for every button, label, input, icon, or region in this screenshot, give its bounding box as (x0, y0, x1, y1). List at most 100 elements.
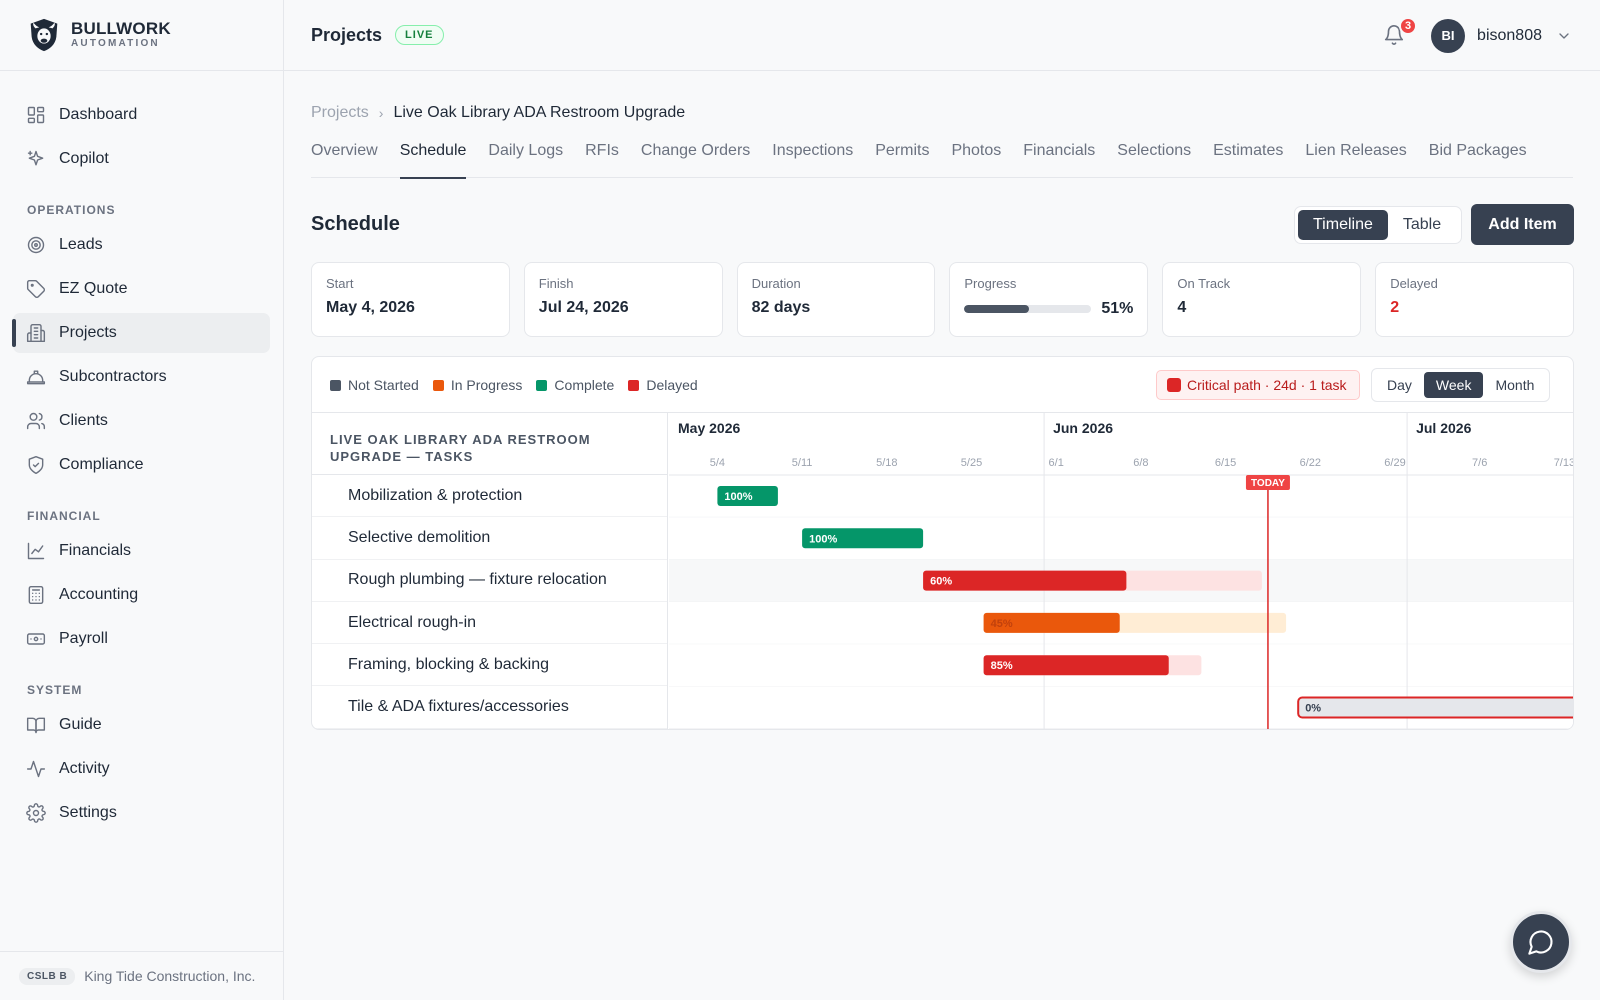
week-tick-label: 6/15 (1215, 457, 1236, 469)
sidebar-item-label: Subcontractors (59, 368, 167, 385)
task-bar-label: 85% (991, 660, 1013, 672)
chevron-down-icon[interactable] (1556, 28, 1572, 44)
chat-button[interactable] (1510, 911, 1572, 973)
sidebar-item-dashboard[interactable]: Dashboard (13, 95, 270, 135)
scale-day-button[interactable]: Day (1387, 377, 1412, 393)
nav-section-financial: FINANCIAL (27, 509, 101, 523)
grid-icon (26, 105, 46, 125)
month-label: Jun 2026 (1053, 420, 1113, 436)
task-bar-label: 45% (991, 618, 1013, 630)
sidebar-item-ez-quote[interactable]: EZ Quote (13, 269, 270, 309)
sidebar-item-label: Projects (59, 324, 117, 341)
week-tick-label: 7/6 (1472, 457, 1487, 469)
stat-label: Duration (751, 276, 801, 291)
stat-start: Start May 4, 2026 (311, 262, 510, 337)
critical-path-toggle[interactable]: Critical path · 24d · 1 task (1156, 370, 1360, 400)
nav-section-system: SYSTEM (27, 683, 83, 697)
legend-label: Complete (554, 377, 615, 393)
sidebar-item-label: Payroll (59, 630, 108, 647)
chat-bubble-icon (1528, 930, 1553, 955)
week-tick-label: 5/25 (961, 457, 982, 469)
sidebar-item-leads[interactable]: Leads (13, 225, 270, 265)
sidebar-item-accounting[interactable]: Accounting (13, 575, 270, 615)
gear-icon (26, 803, 46, 823)
task-bar-label: 60% (930, 576, 952, 588)
breadcrumb: Projects › Live Oak Library ADA Restroom… (311, 104, 685, 122)
brand[interactable]: BULLWORK AUTOMATION (0, 0, 283, 71)
tab-lien-releases[interactable]: Lien Releases (1305, 142, 1407, 159)
topbar: Projects LIVE 3 BI bison808 (284, 0, 1600, 71)
task-column-header: LIVE OAK LIBRARY ADA RESTROOM UPGRADE — … (312, 413, 667, 475)
sidebar-item-subcontractors[interactable]: Subcontractors (13, 357, 270, 397)
book-icon (26, 715, 46, 735)
sidebar-item-label: Guide (59, 716, 102, 733)
tab-permits[interactable]: Permits (875, 142, 930, 159)
shield-icon (26, 455, 46, 475)
task-column: LIVE OAK LIBRARY ADA RESTROOM UPGRADE — … (312, 413, 668, 729)
sidebar-item-compliance[interactable]: Compliance (13, 445, 270, 485)
sidebar-item-guide[interactable]: Guide (13, 705, 270, 745)
week-tick-label: 6/1 (1049, 457, 1064, 469)
sidebar-item-settings[interactable]: Settings (13, 793, 270, 833)
scale-week-button[interactable]: Week (1423, 372, 1484, 398)
legend-item-delayed: Delayed (628, 377, 698, 393)
company-name: King Tide Construction, Inc. (84, 968, 256, 984)
gantt-timeline: May 2026 Jun 2026 Jul 2026 5/4 5/11 5/18 5/25 6… (669, 413, 1574, 729)
stat-delayed: Delayed 2 (1375, 262, 1574, 337)
tab-schedule[interactable]: Schedule (399, 141, 466, 179)
tab-rfis[interactable]: RFIs (585, 142, 619, 159)
tab-overview[interactable]: Overview (311, 142, 378, 159)
stat-label: On Track (1177, 276, 1231, 291)
tab-financials[interactable]: Financials (1023, 142, 1096, 159)
tab-daily-logs[interactable]: Daily Logs (488, 142, 564, 159)
task-row[interactable]: Mobilization & protection (312, 475, 667, 518)
sidebar-item-copilot[interactable]: Copilot (13, 139, 270, 179)
tab-selections[interactable]: Selections (1117, 142, 1192, 159)
target-icon (26, 235, 46, 255)
task-bar-progress (802, 528, 924, 549)
add-item-button[interactable]: Add Item (1471, 204, 1574, 245)
username[interactable]: bison808 (1477, 26, 1542, 44)
critical-path-swatch (1167, 378, 1181, 392)
legend-item-complete: Complete (536, 377, 614, 393)
sidebar-item-payroll[interactable]: Payroll (13, 619, 270, 659)
task-row[interactable]: Selective demolition (312, 517, 667, 560)
task-row[interactable]: Framing, blocking & backing (312, 644, 667, 687)
view-table-button[interactable]: Table (1402, 216, 1442, 233)
tab-change-orders[interactable]: Change Orders (640, 142, 751, 159)
stat-label: Start (326, 276, 354, 291)
stat-duration: Duration 82 days (736, 262, 936, 337)
breadcrumb-projects-link[interactable]: Projects (311, 104, 369, 121)
page-title: Projects (311, 24, 383, 45)
task-row[interactable]: Electrical rough-in (312, 602, 667, 645)
scale-month-button[interactable]: Month (1495, 377, 1535, 393)
tab-photos[interactable]: Photos (951, 142, 1002, 159)
project-tabs: Overview Schedule Daily Logs RFIs Change Ord… (311, 141, 1573, 179)
stat-label: Finish (538, 276, 574, 291)
schedule-title: Schedule (311, 213, 400, 235)
banknote-icon (26, 629, 46, 649)
tab-bid-packages[interactable]: Bid Packages (1428, 142, 1527, 159)
week-tick-label: 6/29 (1384, 457, 1405, 469)
sidebar-item-financials[interactable]: Financials (13, 531, 270, 571)
notifications-button[interactable]: 3 (1383, 16, 1418, 48)
sidebar-item-activity[interactable]: Activity (13, 749, 270, 789)
task-row[interactable]: Tile & ADA fixtures/accessories (312, 686, 667, 729)
sidebar-item-label: Copilot (59, 150, 109, 167)
view-timeline-button[interactable]: Timeline (1298, 210, 1388, 240)
sidebar: BULLWORK AUTOMATION Dashboard Copilot OPER… (0, 0, 284, 1000)
avatar[interactable]: BI (1431, 18, 1466, 53)
sidebar-footer: CSLB B King Tide Construction, Inc. (0, 951, 284, 1000)
sidebar-item-projects[interactable]: Projects (12, 313, 270, 353)
task-row[interactable]: Rough plumbing — fixture relocation (312, 560, 667, 602)
sidebar-item-label: Compliance (59, 456, 144, 473)
building-icon (26, 323, 46, 343)
today-label: TODAY (1251, 478, 1285, 489)
tab-inspections[interactable]: Inspections (772, 142, 854, 159)
sidebar-item-label: Dashboard (59, 106, 138, 123)
bell-icon (1384, 24, 1404, 45)
week-tick-label: 7/13 (1554, 457, 1574, 469)
users-icon (26, 411, 46, 431)
tab-estimates[interactable]: Estimates (1213, 142, 1284, 159)
sidebar-item-clients[interactable]: Clients (13, 401, 270, 441)
